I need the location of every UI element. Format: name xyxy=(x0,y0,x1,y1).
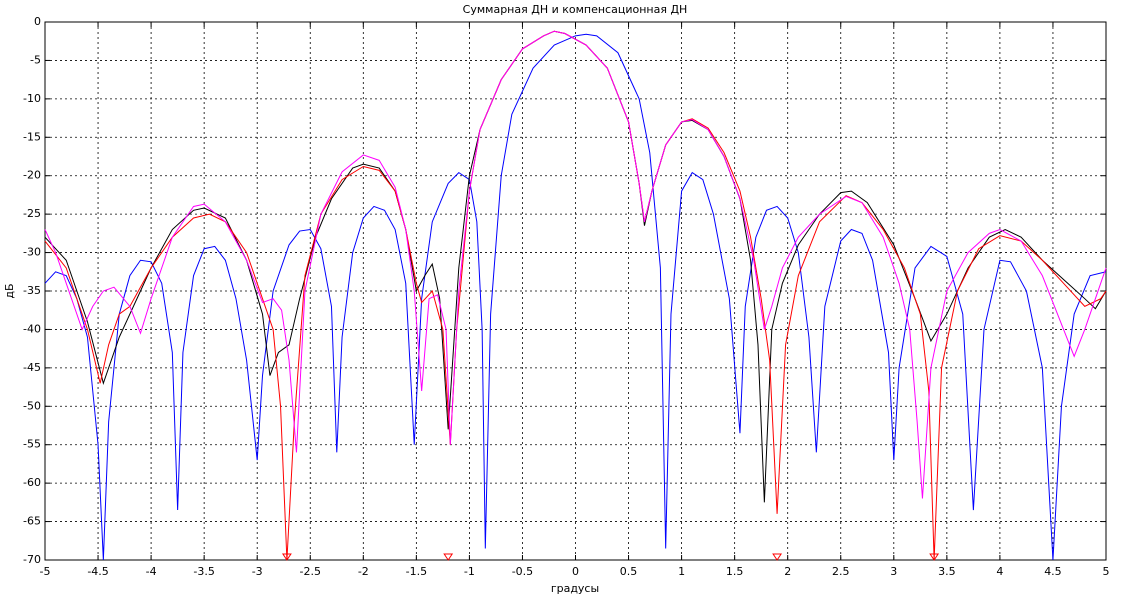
x-tick-label: -2 xyxy=(358,565,369,578)
x-tick-label: 2 xyxy=(784,565,791,578)
y-tick-label: -30 xyxy=(23,246,41,259)
x-tick-label: -3 xyxy=(252,565,263,578)
null-marker xyxy=(929,553,940,561)
x-tick-label: -4 xyxy=(146,565,157,578)
x-tick-label: -2.5 xyxy=(300,565,321,578)
series-line xyxy=(44,33,1107,561)
y-tick-label: -35 xyxy=(23,284,41,297)
y-tick-label: -15 xyxy=(23,130,41,143)
y-tick-label: -40 xyxy=(23,322,41,335)
x-axis-label: градусы xyxy=(551,582,599,595)
null-marker xyxy=(443,553,454,561)
x-tick-label: 2.5 xyxy=(832,565,850,578)
y-tick-label: -10 xyxy=(23,92,41,105)
x-tick-label: 4 xyxy=(996,565,1003,578)
x-tick-label: -3.5 xyxy=(193,565,214,578)
x-tick-label: 1 xyxy=(678,565,685,578)
null-marker xyxy=(772,553,783,561)
x-tick-label: 4.5 xyxy=(1044,565,1062,578)
y-tick-label: -20 xyxy=(23,169,41,182)
chart-title: Суммарная ДН и компенсационная ДН xyxy=(463,3,688,16)
x-tick-label: 1.5 xyxy=(726,565,744,578)
y-tick-label: -65 xyxy=(23,515,41,528)
y-axis-label: дБ xyxy=(3,283,16,298)
x-tick-label: 0.5 xyxy=(620,565,638,578)
x-tick-label: 3.5 xyxy=(938,565,956,578)
y-tick-label: -50 xyxy=(23,399,41,412)
x-tick-label: -5 xyxy=(40,565,51,578)
x-tick-label: 3 xyxy=(890,565,897,578)
x-tick-label: -4.5 xyxy=(87,565,108,578)
series-line xyxy=(44,30,1107,499)
null-marker xyxy=(281,553,292,561)
x-tick-label: 0 xyxy=(572,565,579,578)
y-tick-label: -45 xyxy=(23,361,41,374)
y-tick-label: -55 xyxy=(23,438,41,451)
y-tick-label: -70 xyxy=(23,553,41,566)
x-tick-label: -1 xyxy=(464,565,475,578)
y-tick-label: -5 xyxy=(30,53,41,66)
x-tick-label: 5 xyxy=(1103,565,1110,578)
y-tick-label: -60 xyxy=(23,476,41,489)
x-tick-label: -0.5 xyxy=(512,565,533,578)
y-tick-label: 0 xyxy=(34,15,41,28)
x-tick-label: -1.5 xyxy=(406,565,427,578)
y-tick-label: -25 xyxy=(23,207,41,220)
